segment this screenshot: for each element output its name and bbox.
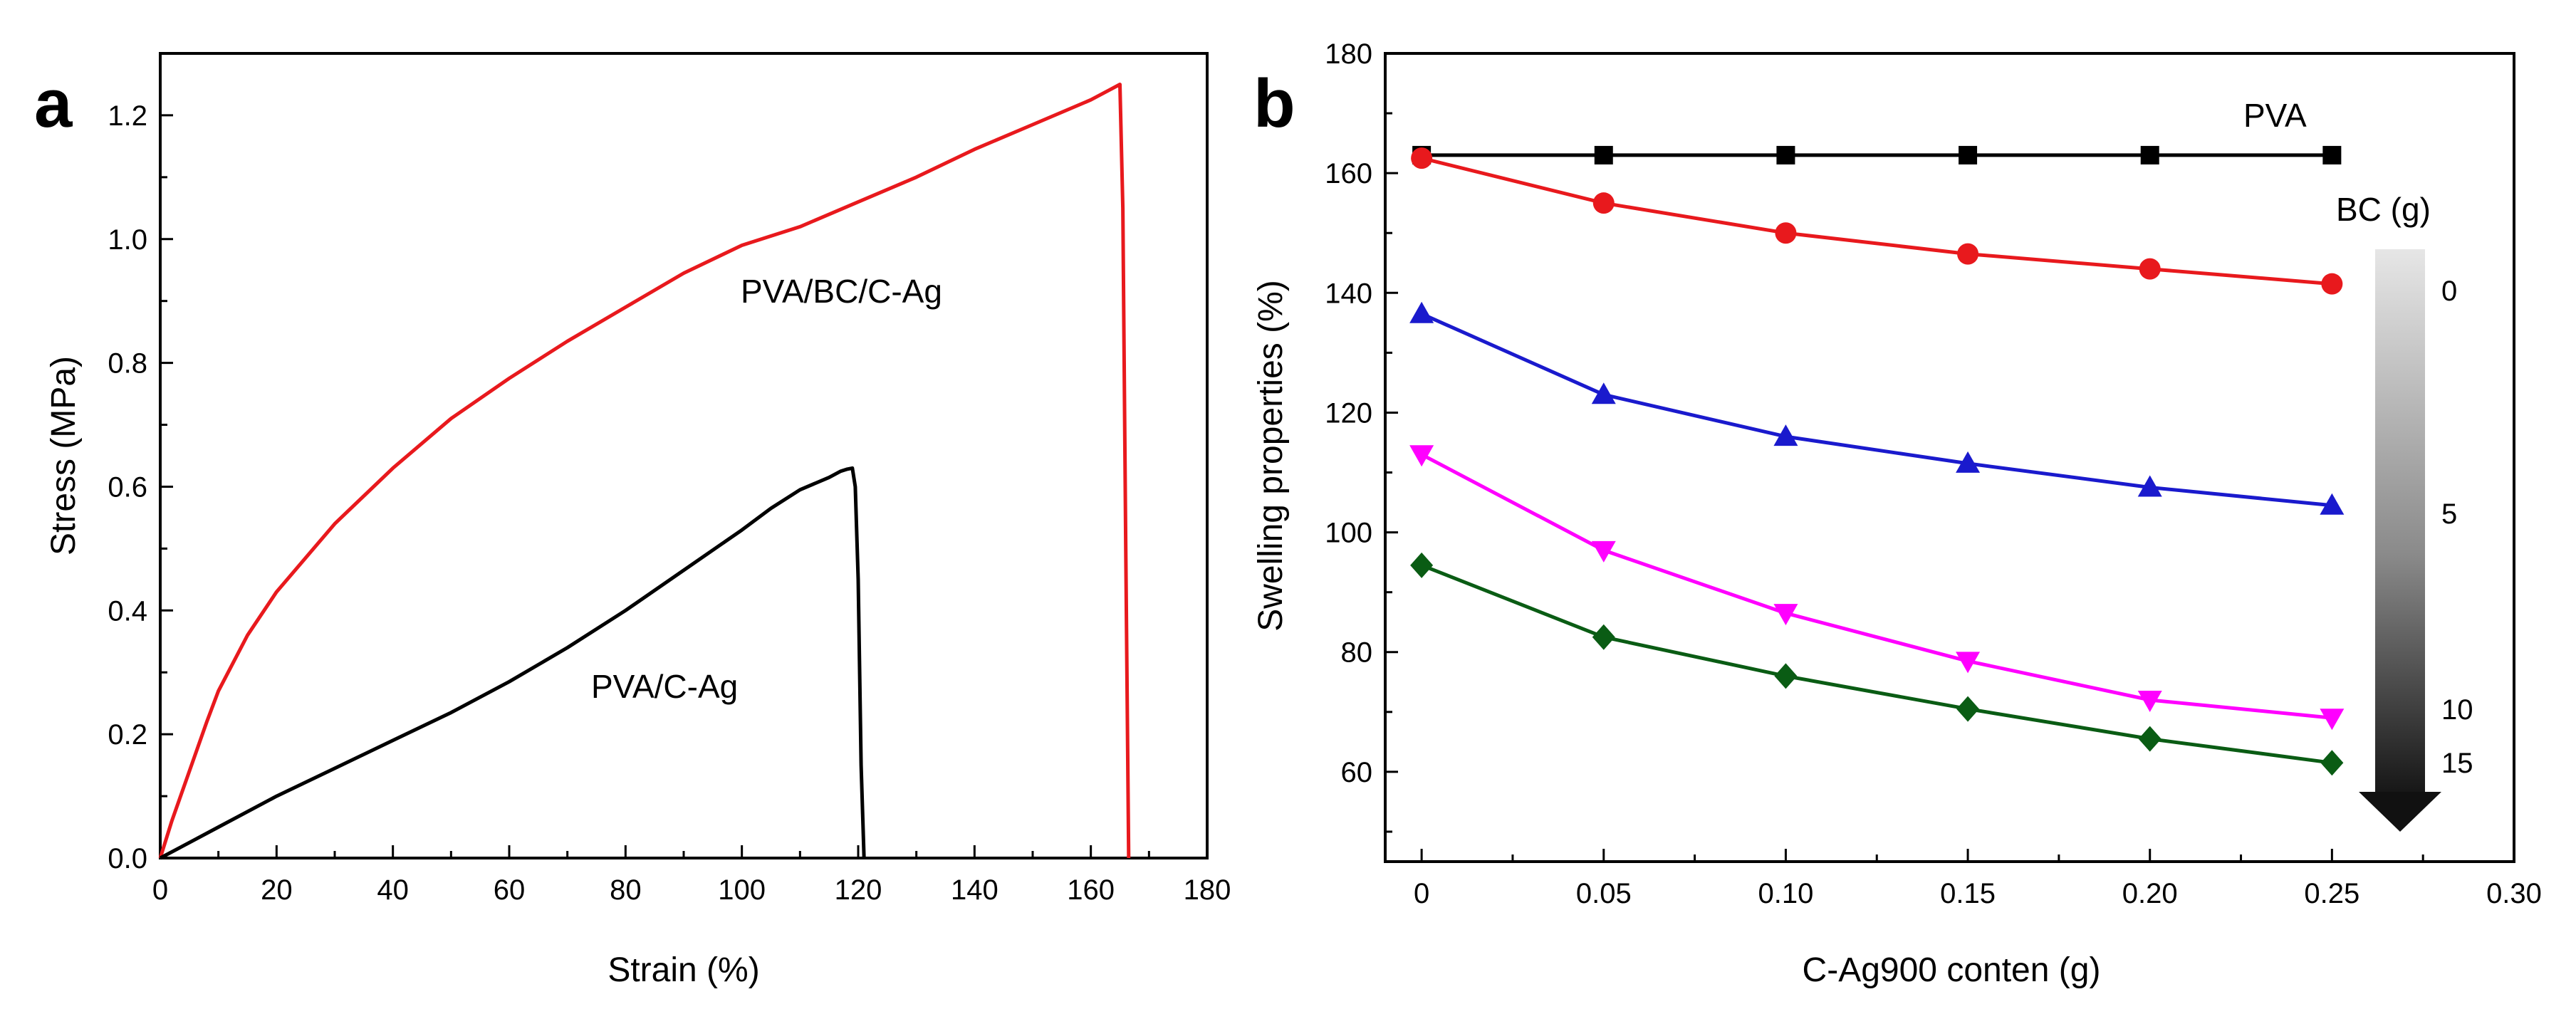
bc-legend-label-0: 0 [2441, 276, 2457, 307]
a-xtick-label: 60 [494, 874, 526, 906]
data-point-bc-10 [2320, 709, 2345, 731]
data-point-pva [1594, 145, 1613, 164]
b-ytick-label: 180 [1325, 38, 1372, 70]
data-point-bc-15 [2138, 726, 2162, 752]
data-point-bc-15 [1956, 696, 1980, 722]
bc-legend-label-15: 15 [2441, 748, 2473, 779]
data-point-bc-15 [1774, 663, 1798, 689]
panel-a-ticks: 0 20 40 60 80 100 120 140 160 180 0.0 0.2 0.4 0.6 0.8 1… [108, 52, 1231, 906]
bc-gradient-bar [2375, 249, 2425, 805]
annotation-pva: PVA [2243, 97, 2307, 134]
panel-b-plot: 0 0.05 0.10 0.15 0.20 0.25 0.30608010012014016… [1252, 38, 2542, 989]
data-point-pva [1959, 145, 1978, 164]
data-point-bc-15 [2320, 750, 2344, 776]
panel-b-xlabel: C-Ag900 conten (g) [1803, 951, 2101, 989]
panel-a-xlabel: Strain (%) [608, 951, 759, 989]
a-xtick-label: 180 [1184, 874, 1231, 906]
data-point-bc-0 [2139, 258, 2161, 280]
b-ytick-label: 120 [1325, 397, 1372, 429]
data-point-bc-10 [2137, 691, 2162, 712]
a-xtick-label: 120 [835, 874, 882, 906]
data-point-bc-10 [1956, 652, 1981, 674]
series-line-pva-c-ag [159, 466, 866, 860]
data-point-bc-15 [1410, 552, 1434, 578]
data-point-bc-5 [1956, 451, 1981, 473]
series-line-pva-bc-c-ag [158, 83, 1131, 859]
data-point-bc-10 [1591, 540, 1616, 563]
b-xtick-label: 0 [1414, 878, 1429, 909]
annotation-pva-cag: PVA/C-Ag [591, 668, 738, 705]
b-ytick-label: 60 [1341, 757, 1373, 788]
data-point-bc-5 [2137, 475, 2162, 497]
panel-a-frame [159, 52, 1209, 859]
series-line-bc-10 [1420, 453, 2332, 720]
panel-b-ticks: 0 0.05 0.10 0.15 0.20 0.25 0.30608010012014016… [1325, 38, 2542, 909]
bc-legend-title: BC (g) [2336, 191, 2431, 228]
a-xtick-label: 160 [1067, 874, 1115, 906]
a-ytick-label: 0.0 [108, 843, 147, 874]
b-ytick-label: 160 [1325, 158, 1372, 189]
data-point-bc-5 [1773, 424, 1798, 446]
data-point-bc-5 [2320, 493, 2345, 515]
a-ytick-label: 0.2 [108, 719, 147, 751]
data-point-bc-0 [2321, 273, 2343, 295]
a-xtick-label: 80 [610, 874, 642, 906]
a-ytick-label: 0.4 [108, 595, 147, 627]
panel-a-ylabel: Stress (MPa) [45, 356, 83, 555]
a-xtick-label: 140 [951, 874, 998, 906]
b-xtick-label: 0.05 [1576, 878, 1632, 909]
data-point-bc-10 [1409, 445, 1434, 467]
a-ytick-label: 1.0 [108, 224, 147, 256]
bc-legend: BC (g) 0 5 10 15 [2336, 191, 2473, 832]
b-xtick-label: 0.10 [1758, 878, 1813, 909]
data-point-bc-15 [1592, 624, 1615, 650]
a-ytick-label: 1.2 [108, 100, 147, 132]
a-ytick-label: 0.6 [108, 471, 147, 503]
panel-b-frame [1384, 52, 2515, 863]
data-point-bc-0 [1957, 243, 1979, 265]
data-point-pva [1776, 145, 1795, 164]
b-xtick-label: 0.30 [2486, 878, 2542, 909]
data-point-bc-0 [1592, 192, 1615, 214]
data-point-pva [2140, 145, 2159, 164]
a-xtick-label: 0 [152, 874, 168, 906]
data-point-bc-0 [1775, 222, 1797, 244]
data-point-pva [2322, 145, 2342, 164]
b-ytick-label: 140 [1325, 278, 1372, 309]
panel-a-plot: 0 20 40 60 80 100 120 140 160 180 0.0 0.2 0.4 0.6 0.8 1… [45, 52, 1231, 989]
panel-b-ylabel: Swelling properties (%) [1252, 280, 1290, 632]
series-line-bc-5 [1421, 312, 2332, 508]
b-xtick-label: 0.20 [2122, 878, 2178, 909]
panel-a-series [158, 83, 1131, 860]
a-xtick-label: 100 [718, 874, 766, 906]
bc-arrow-head-icon [2359, 792, 2441, 832]
panel-b-series [1409, 145, 2345, 776]
data-point-bc-0 [1411, 147, 1433, 169]
a-xtick-label: 40 [377, 874, 409, 906]
panel-letter-a: a [34, 66, 73, 142]
a-xtick-label: 20 [261, 874, 293, 906]
data-point-bc-5 [1591, 382, 1616, 404]
b-xtick-label: 0.25 [2304, 878, 2359, 909]
series-line-bc-15 [1421, 563, 2332, 765]
panel-letter-b: b [1253, 66, 1295, 142]
bc-legend-label-10: 10 [2441, 694, 2473, 726]
b-xtick-label: 0.15 [1940, 878, 1996, 909]
bc-legend-label-5: 5 [2441, 498, 2457, 530]
a-ytick-label: 0.8 [108, 348, 147, 380]
data-point-bc-10 [1773, 604, 1798, 626]
b-ytick-label: 80 [1341, 637, 1373, 669]
data-point-bc-5 [1409, 301, 1434, 323]
b-ytick-label: 100 [1325, 518, 1372, 549]
series-line-bc-0 [1421, 156, 2332, 286]
annotation-pva-bc-cag: PVA/BC/C-Ag [741, 273, 942, 310]
